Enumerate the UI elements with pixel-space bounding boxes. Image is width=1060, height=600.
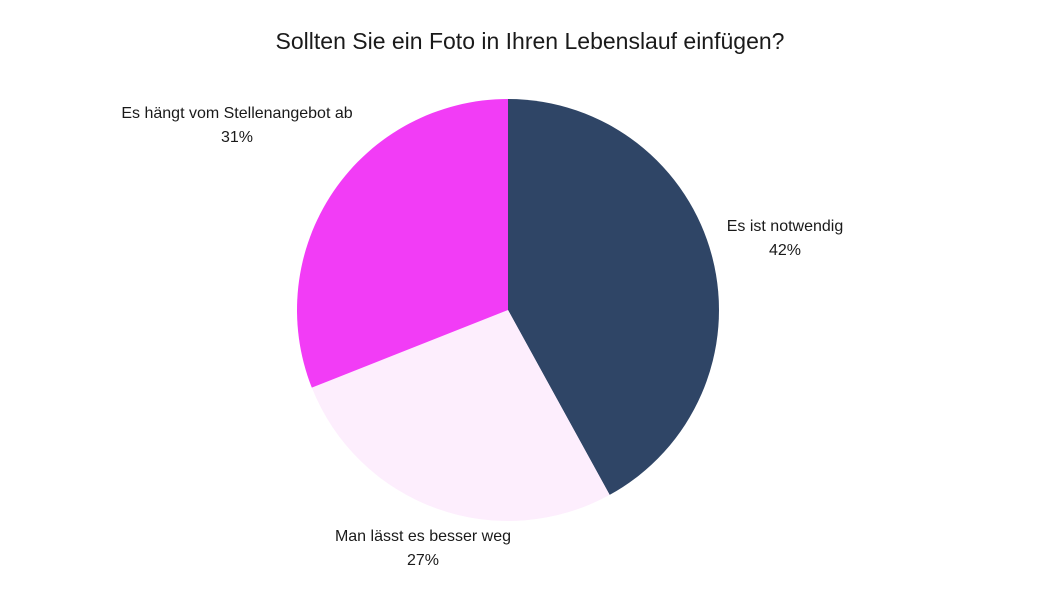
slice-label-name: Man lässt es besser weg: [334, 528, 512, 545]
slice-label-man-laesst-es-besser-weg: Man lässt es besser weg 27%: [322, 525, 524, 573]
slice-label-es-ist-notwendig: Es ist notwendig 42%: [722, 215, 848, 263]
pie-slice-es-haengt-vom-stellenangebot-ab: [297, 99, 508, 388]
slice-label-name: Es ist notwendig: [726, 218, 844, 235]
slice-label-name: Es hängt vom Stellenangebot ab: [121, 105, 353, 122]
slice-label-percent: 31%: [220, 129, 254, 146]
pie-slice-es-ist-notwendig: [508, 99, 719, 495]
slice-label-percent: 42%: [768, 242, 802, 259]
pie-slice-man-laesst-es-besser-weg: [311, 310, 610, 521]
slice-label-percent: 27%: [406, 552, 440, 569]
chart-title: Sollten Sie ein Foto in Ihren Lebenslauf…: [275, 28, 785, 54]
slice-label-es-haengt-vom-stellenangebot-ab: Es hängt vom Stellenangebot ab 31%: [100, 102, 374, 150]
